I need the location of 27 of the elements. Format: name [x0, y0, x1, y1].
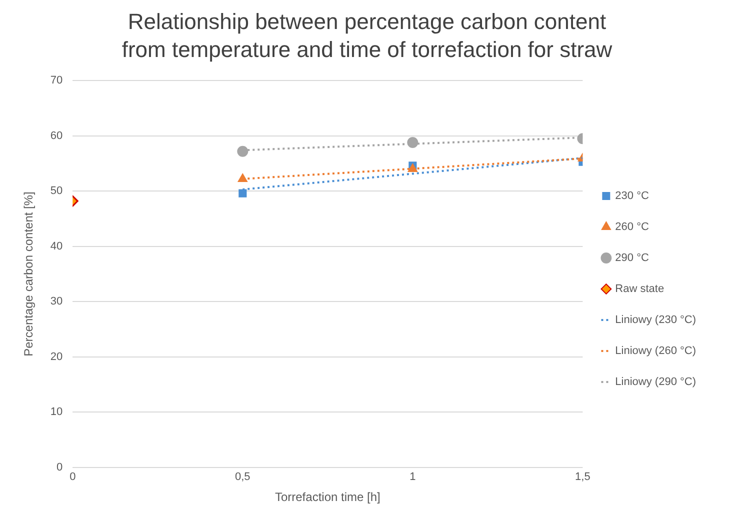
y-tick-label: 70 — [50, 74, 63, 87]
y-tick-label: 0 — [56, 461, 63, 474]
chart-title: Relationship between percentage carbon content from temperature and time of torrefaction for straw — [120, 8, 614, 64]
y-tick-label: 10 — [50, 406, 63, 418]
y-tick-label: 60 — [50, 130, 63, 142]
x-tick-label: 0,5 — [235, 471, 250, 484]
legend-label: Raw state — [615, 283, 664, 296]
legend-label: Liniowy (230 °C) — [615, 314, 696, 326]
point — [407, 136, 418, 148]
y-tick-label: 20 — [50, 350, 63, 363]
x-tick-label: 1,5 — [575, 471, 590, 484]
x-axis-title: Torrefaction time [h] — [274, 490, 380, 504]
legend-label: 230 °C — [615, 190, 649, 202]
point — [238, 173, 248, 182]
legend-label: 260 °C — [615, 221, 649, 234]
point — [408, 164, 418, 172]
legend-label: Liniowy (290 °C) — [615, 376, 696, 388]
y-axis-title: Percentage carbon content [%] — [22, 192, 36, 356]
legend-label: 290 °C — [615, 252, 649, 264]
x-tick-label: 0 — [70, 471, 76, 484]
legend-label: Liniowy (260 °C) — [615, 345, 696, 358]
point — [238, 189, 247, 198]
y-tick-label: 30 — [50, 296, 63, 308]
x-tick-label: 1 — [410, 471, 416, 484]
y-tick-label: 50 — [50, 185, 63, 198]
y-tick-label: 40 — [50, 240, 63, 252]
point — [237, 146, 248, 157]
